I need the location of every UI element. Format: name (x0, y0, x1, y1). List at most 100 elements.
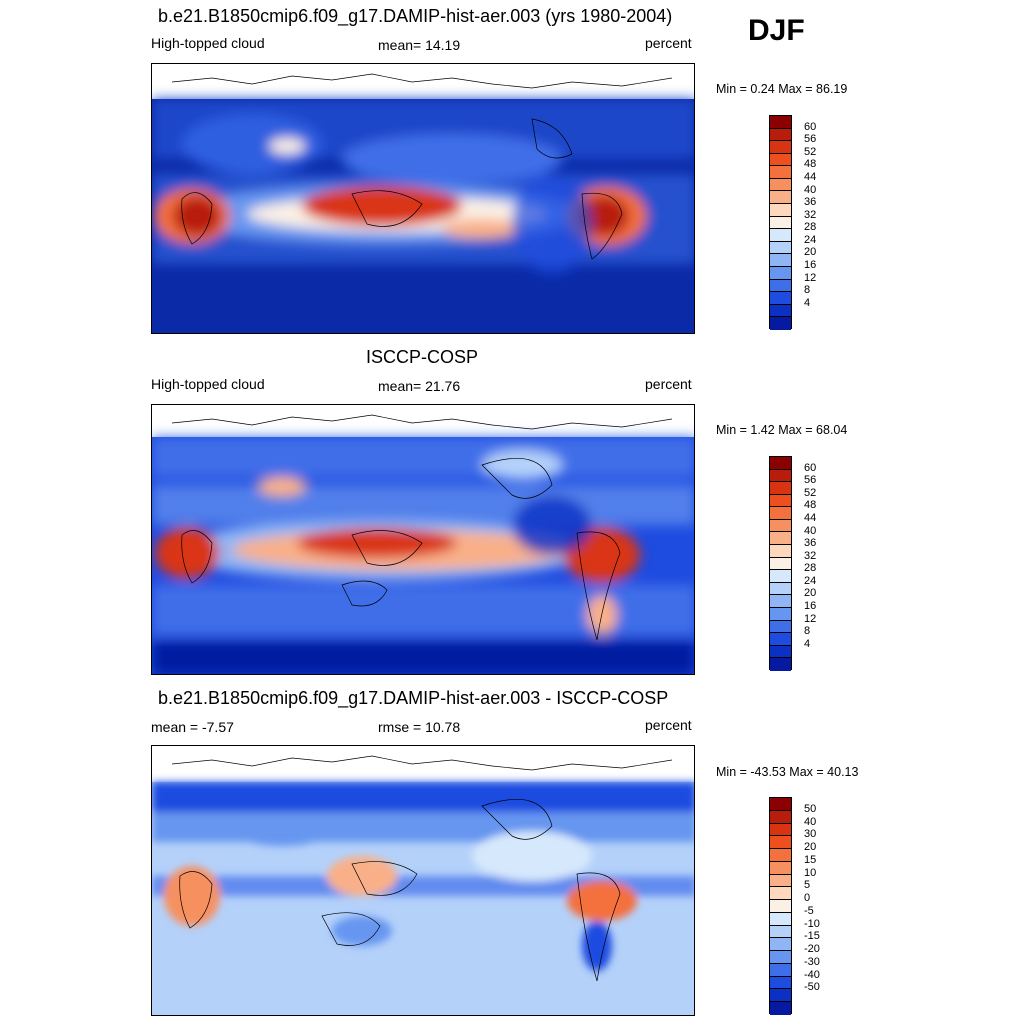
colorbar-1-tick-label: 24 (804, 233, 817, 246)
colorbar-2-tick-label: 28 (804, 562, 817, 575)
colorbar-1-tick-label: 16 (804, 259, 817, 272)
colorbar-2-tick-label: 48 (804, 499, 817, 512)
colorbar-2-box (770, 532, 791, 546)
colorbar-1-tick-label: 48 (804, 158, 817, 171)
colorbar-1-box (770, 128, 791, 142)
colorbar-1-tick-label: 56 (804, 133, 817, 146)
panel-1-map (151, 63, 695, 334)
panel-3-map (151, 745, 695, 1016)
colorbar-3-tick-label: -15 (804, 930, 820, 943)
colorbar-2-box (770, 519, 791, 533)
colorbar-1-tick-label: 52 (804, 145, 817, 158)
colorbar-3-box (770, 836, 791, 849)
colorbar-3-box (770, 925, 791, 939)
panel-1-variable-label: High-topped cloud (151, 35, 265, 51)
panel-2-units-label: percent (645, 376, 692, 392)
colorbar-3-tick-label: 0 (804, 892, 811, 905)
colorbar-3-box (770, 810, 791, 824)
colorbar-2-tick-label: 40 (804, 524, 817, 537)
colorbar-1-tick-label: 60 (804, 120, 817, 133)
colorbar-3-tick-label: 15 (804, 853, 817, 866)
panel-2-mean-label: mean= 21.76 (378, 378, 461, 394)
colorbar-3-tick-label: 30 (804, 828, 817, 841)
colorbar-2-box (770, 469, 791, 483)
colorbar-1-box (770, 279, 791, 293)
panel-1-mean-label: mean= 14.19 (378, 37, 461, 53)
colorbar-1-box (770, 241, 791, 255)
colorbar-2-tick-label: 24 (804, 574, 817, 587)
panel-1-title: b.e21.B1850cmip6.f09_g17.DAMIP-hist-aer.… (158, 6, 673, 26)
panel-1-field (152, 99, 694, 274)
colorbar-1-tick-label: 36 (804, 196, 817, 209)
colorbar-1-tick-label: 8 (804, 284, 811, 297)
colorbar-3-tick-label: -20 (804, 943, 820, 956)
colorbar-3-tick-label: -10 (804, 917, 820, 930)
colorbar-3-box (770, 989, 791, 1002)
colorbar-2-box (770, 570, 791, 583)
panel-3-field (152, 782, 694, 971)
colorbar-2-tick-label: 44 (804, 511, 817, 524)
colorbar-2-box (770, 595, 791, 608)
panel-2-minmax: Min = 1.42 Max = 68.04 (716, 423, 848, 437)
colorbar-1-box (770, 141, 791, 154)
colorbar-1-box (770, 292, 791, 305)
colorbar-2-tick-label: 4 (804, 637, 811, 650)
colorbar-3-box (770, 874, 791, 888)
colorbar-2-tick-label: 36 (804, 537, 817, 550)
colorbar-1-box (770, 191, 791, 205)
colorbar-1-box (770, 116, 791, 129)
colorbar-1-box (770, 178, 791, 192)
colorbar-1-box (770, 216, 791, 230)
colorbar-3-box (770, 951, 791, 964)
colorbar-3-box (770, 976, 791, 990)
colorbar-1-tick-label: 4 (804, 296, 811, 309)
colorbar-3-box (770, 900, 791, 913)
colorbar-2-box (770, 457, 791, 470)
season-label: DJF (748, 14, 805, 47)
colorbar-2-tick-label: 20 (804, 587, 817, 600)
colorbar-2-box (770, 620, 791, 634)
colorbar-3-tick-label: 10 (804, 866, 817, 879)
panel-1-units-label: percent (645, 35, 692, 51)
panel-3-colorbar (769, 797, 792, 1015)
panel-1-coastlines (171, 73, 673, 260)
colorbar-2-tick-label: 12 (804, 612, 817, 625)
colorbar-1-tick-label: 20 (804, 246, 817, 259)
colorbar-2-tick-label: 32 (804, 549, 817, 562)
colorbar-3-tick-label: 50 (804, 802, 817, 815)
colorbar-2-tick-label: 60 (804, 461, 817, 474)
colorbar-3-tick-label: 20 (804, 841, 817, 854)
colorbar-1-tick-label: 28 (804, 221, 817, 234)
colorbar-2-tick-label: 56 (804, 474, 817, 487)
panel-1-minmax: Min = 0.24 Max = 86.19 (716, 82, 848, 96)
colorbar-1-tick-label: 32 (804, 208, 817, 221)
colorbar-1-box (770, 166, 791, 179)
colorbar-2-tick-label: 52 (804, 486, 817, 499)
colorbar-1-box (770, 304, 791, 318)
colorbar-3-tick-label: 40 (804, 815, 817, 828)
colorbar-2-box (770, 507, 791, 520)
panel-3-units-label: percent (645, 717, 692, 733)
colorbar-1-box (770, 229, 791, 242)
colorbar-3-tick-label: -30 (804, 955, 820, 968)
colorbar-3-box (770, 912, 791, 926)
panel-1-colorbar (769, 115, 792, 330)
panel-2-field (152, 437, 694, 674)
panel-3-rmse-label: rmse = 10.78 (378, 719, 461, 735)
panel-2-variable-label: High-topped cloud (151, 376, 265, 392)
colorbar-1-box (770, 266, 791, 280)
panel-3-mean-label: mean = -7.57 (151, 719, 234, 735)
colorbar-2-box (770, 582, 791, 596)
colorbar-1-tick-label: 40 (804, 183, 817, 196)
colorbar-1-box (770, 254, 791, 267)
panel-2-map-svg (152, 414, 694, 674)
colorbar-3-tick-label: -50 (804, 981, 820, 994)
colorbar-2-box (770, 645, 791, 659)
colorbar-3-box (770, 938, 791, 951)
panel-1-map-svg (152, 73, 694, 333)
colorbar-2-box (770, 633, 791, 646)
panel-3-title: b.e21.B1850cmip6.f09_g17.DAMIP-hist-aer.… (158, 688, 669, 708)
panel-3-coastlines (171, 755, 673, 982)
colorbar-1-tick-label: 12 (804, 271, 817, 284)
colorbar-3-tick-label: -5 (804, 904, 814, 917)
